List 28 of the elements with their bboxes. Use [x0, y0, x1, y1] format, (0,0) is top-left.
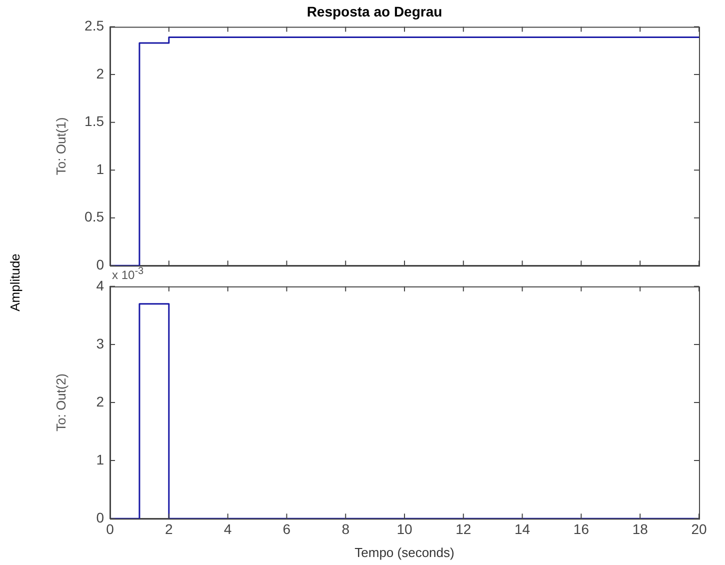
x-tick-label: 4 [224, 520, 232, 537]
x-tick-label: 8 [342, 520, 350, 537]
x-tick-label: 14 [514, 520, 530, 537]
x-tick-label: 18 [632, 520, 648, 537]
x-tick-label: 20 [691, 520, 707, 537]
y-tick-label: 2 [96, 393, 104, 410]
y-tick-label: 2.5 [84, 18, 104, 34]
text: Amplitude [7, 254, 22, 312]
x-tick-label: 6 [282, 520, 291, 537]
y-tick-label: 2 [96, 65, 104, 82]
y-tick-label: 1.5 [84, 113, 104, 130]
y-tick-label: 1 [96, 451, 104, 468]
x-tick-label: 10 [396, 520, 412, 537]
chart-title: Resposta ao Degrau [306, 3, 442, 20]
x-tick-label: 12 [456, 520, 472, 537]
x-tick-label: 0 [106, 520, 114, 537]
text: x 10$^{-3}$ [112, 266, 144, 282]
y-tick-label: 0 [96, 509, 104, 526]
y-axis-title: To: Out(1) [53, 117, 68, 176]
y-axis-title: To: Out(2) [53, 374, 68, 432]
y-tick-label: 4 [96, 277, 104, 294]
y-tick-label: 1 [96, 160, 104, 177]
x-tick-label: 2 [165, 520, 173, 537]
y-tick-label: 0.5 [84, 208, 104, 225]
x-axis-title: Tempo (seconds) [354, 544, 454, 560]
x-tick-label: 16 [573, 520, 590, 537]
y-tick-label: 3 [96, 335, 104, 352]
y-tick-label: 0 [96, 256, 104, 272]
